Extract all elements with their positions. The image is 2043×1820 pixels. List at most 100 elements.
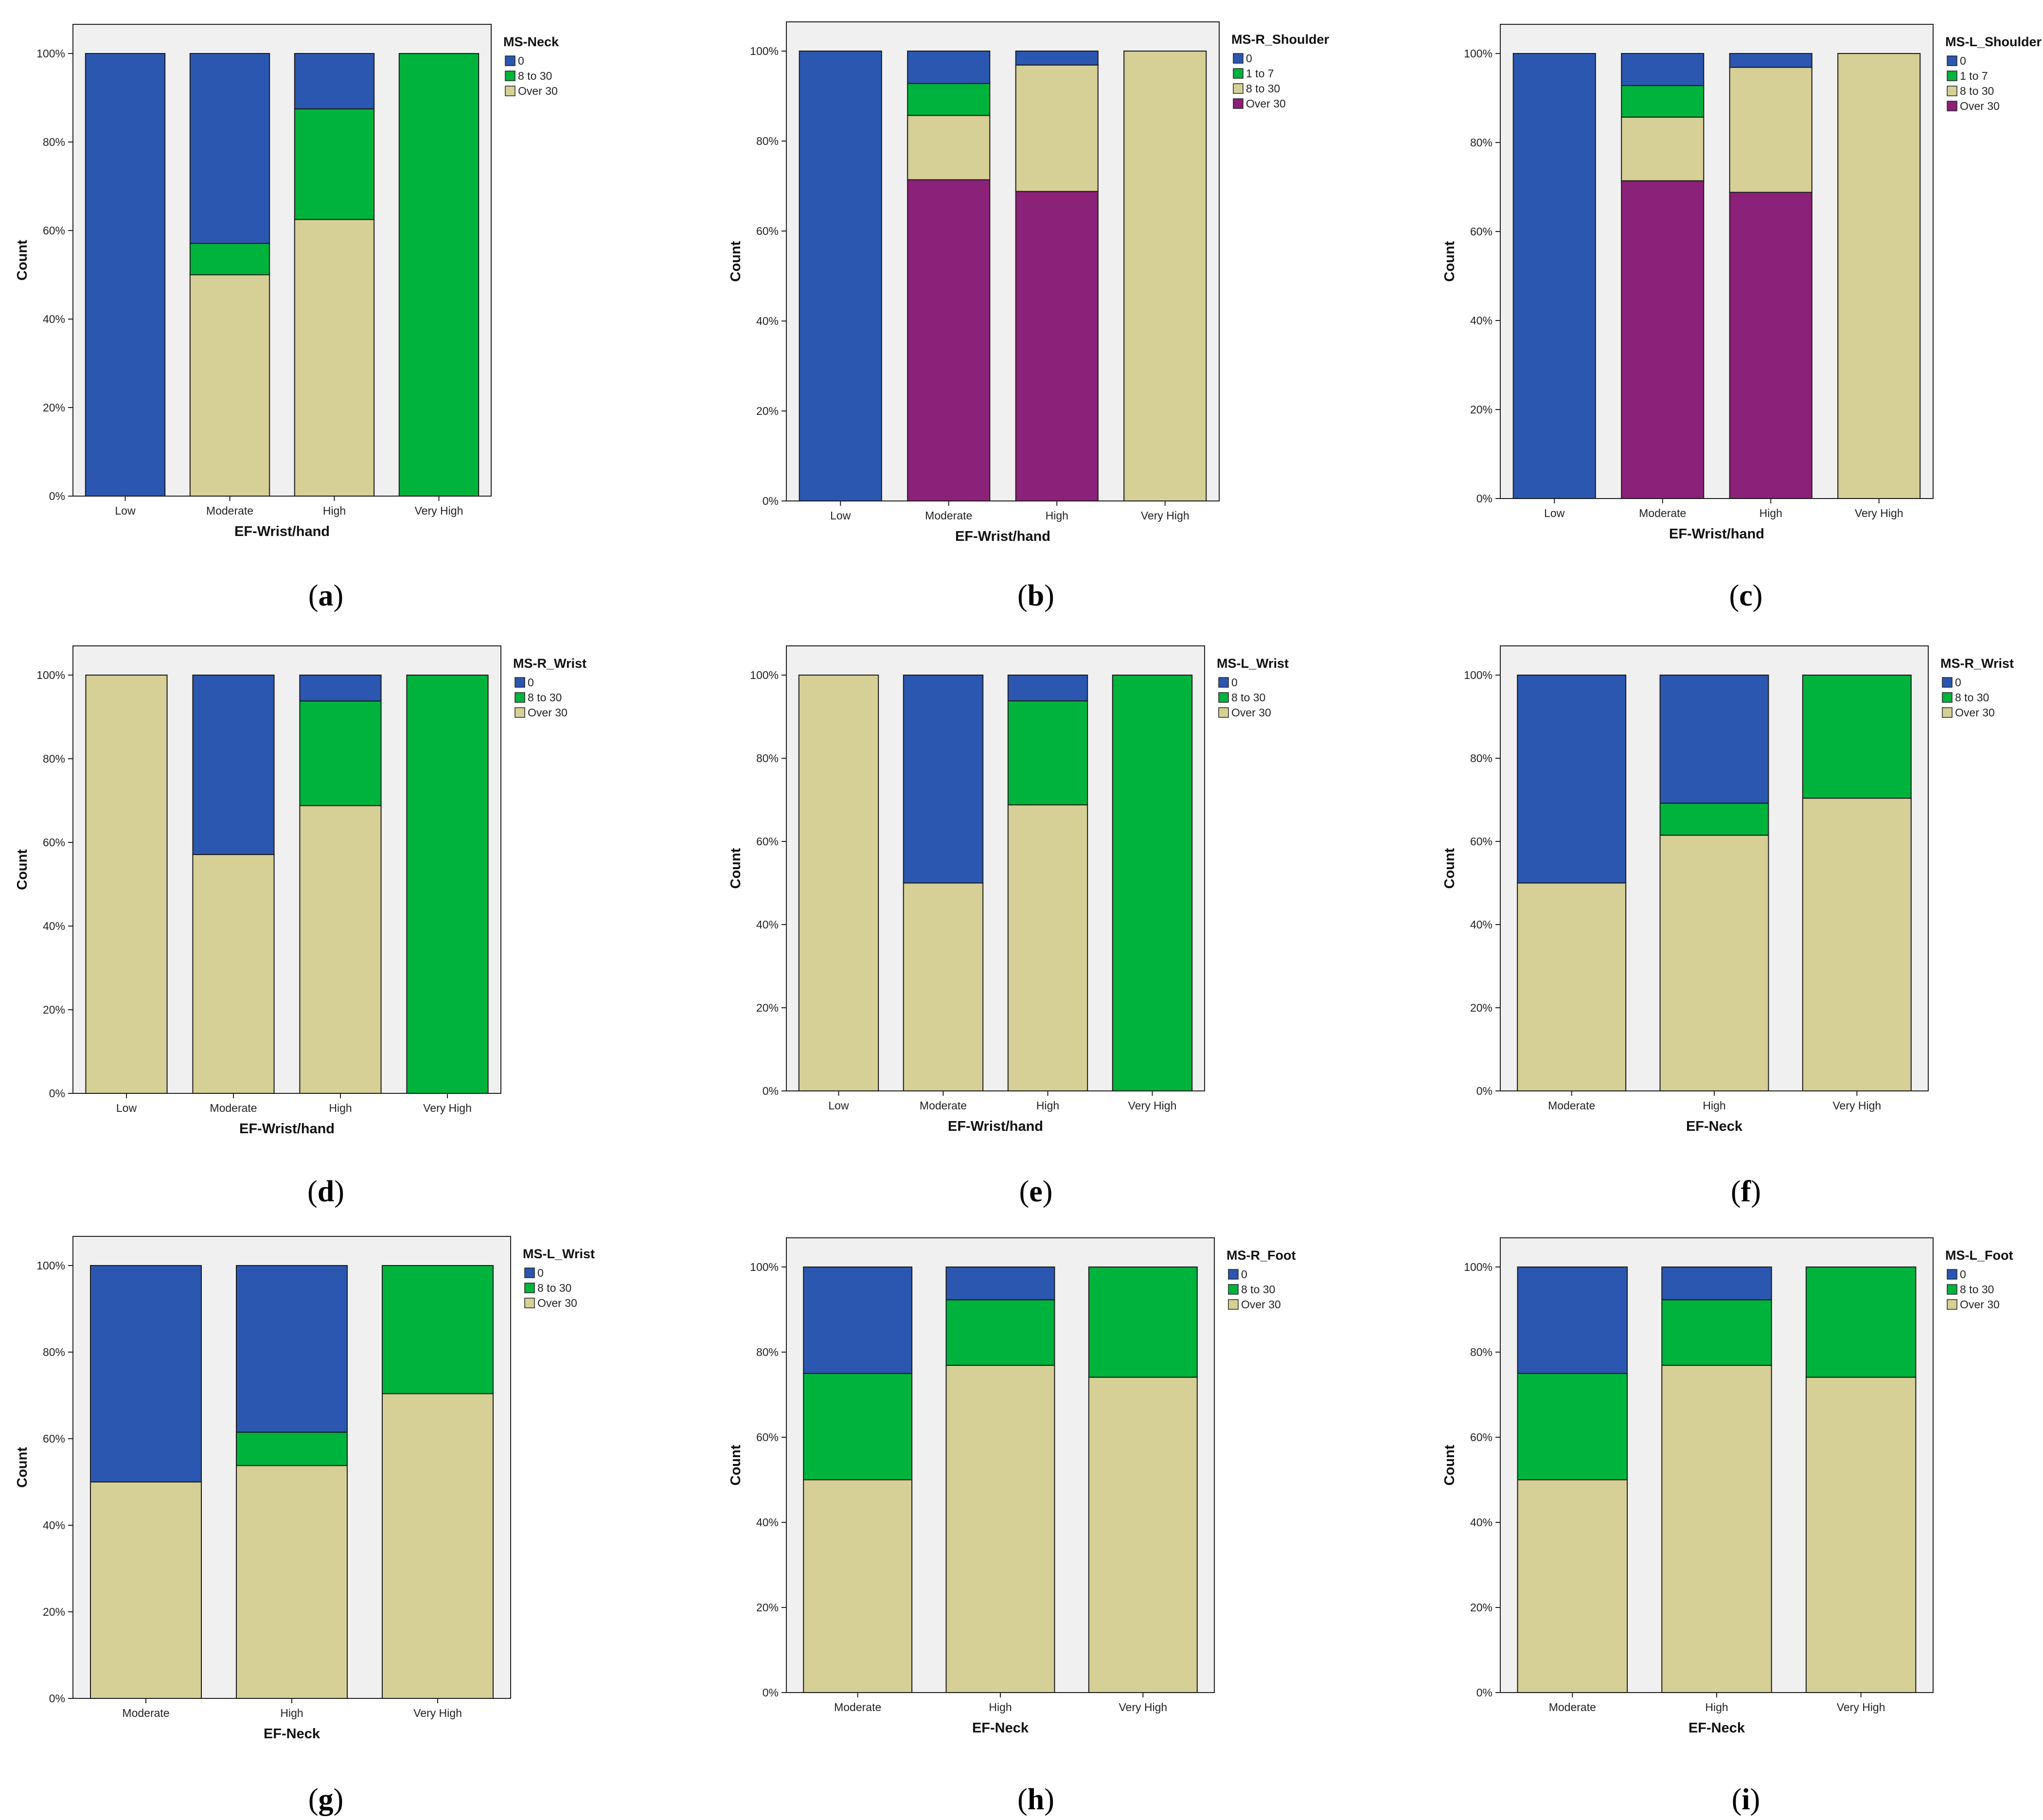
legend-swatch [1947, 1299, 1957, 1310]
x-axis-title: EF-Wrist/hand [239, 1121, 335, 1137]
bar-segment-8-to-30 [406, 675, 489, 1094]
x-tick-label: Very High [1128, 1099, 1177, 1112]
y-tick-label: 40% [43, 313, 65, 325]
y-tick-label: 0% [763, 1085, 779, 1097]
legend-swatch [1228, 1269, 1239, 1280]
bar-segment-0 [1661, 1267, 1772, 1301]
y-tick-label: 100% [36, 669, 65, 681]
y-tick-label: 0% [763, 495, 779, 507]
y-tick-label: 80% [1470, 136, 1492, 149]
y-tick-label: 60% [1470, 225, 1492, 238]
legend-swatch [1947, 86, 1957, 96]
x-tick-label: Low [828, 1099, 849, 1112]
bar-segment-8-to-30 [803, 1373, 913, 1481]
legend-label: Over 30 [1241, 1298, 1281, 1311]
bar-segment-over-30 [803, 1479, 913, 1693]
bar-segment-0 [85, 53, 166, 497]
bar-segment-0 [907, 51, 991, 84]
legend-swatch [515, 677, 525, 688]
bar-segment-over-30 [85, 675, 168, 1094]
legend-label: 1 to 7 [1960, 70, 1988, 82]
x-tick-label: Moderate [1549, 1701, 1596, 1713]
bar-segment-0 [1659, 675, 1769, 804]
x-axis-title: EF-Neck [1686, 1119, 1743, 1134]
legend-label: Over 30 [1246, 97, 1286, 110]
x-tick-label: Very High [1119, 1701, 1167, 1713]
legend-title: MS-L_Shoulder [1945, 35, 2042, 49]
y-tick-label: 60% [43, 224, 65, 237]
legend-swatch [524, 1283, 535, 1293]
legend-label: 8 to 30 [1955, 691, 1989, 704]
bar-segment-8-to-30 [1088, 1267, 1198, 1378]
legend-label: 0 [1960, 54, 1966, 67]
legend-swatch [1233, 83, 1244, 94]
y-tick-label: 0% [1476, 1686, 1492, 1699]
x-tick-label: Very High [415, 504, 463, 517]
bar-segment-0 [945, 1267, 1055, 1301]
y-axis-title: Count [728, 241, 744, 282]
y-tick-label: 40% [43, 1519, 65, 1532]
legend-label: 8 to 30 [518, 70, 552, 82]
panel-caption: (e) [1019, 1175, 1053, 1208]
bar-segment-over-30 [1802, 798, 1912, 1091]
y-tick-label: 60% [756, 835, 779, 848]
panel-label: i [1741, 1783, 1750, 1816]
bar-segment-over-30 [945, 1365, 1055, 1693]
legend-swatch [1942, 707, 1953, 718]
y-tick-label: 80% [756, 135, 779, 147]
bar-segment-over-30 [294, 219, 375, 497]
bar-segment-0 [192, 675, 275, 855]
bar-segment-over-30 [236, 1465, 348, 1699]
bar-segment-8-to-30 [945, 1299, 1055, 1366]
y-tick-label: 40% [43, 920, 65, 932]
y-tick-label: 0% [1476, 1085, 1492, 1097]
x-tick-label: Moderate [920, 1099, 967, 1112]
x-tick-label: Moderate [834, 1701, 881, 1713]
panel-label: g [319, 1783, 334, 1816]
legend-title: MS-L_Foot [1945, 1248, 2013, 1263]
y-tick-label: 60% [43, 1432, 65, 1445]
bar-segment-0 [1517, 675, 1627, 884]
x-tick-label: Low [115, 504, 136, 517]
x-tick-label: High [989, 1701, 1012, 1713]
x-tick-label: High [1705, 1701, 1728, 1713]
panel-label: d [318, 1175, 334, 1208]
legend-label: 8 to 30 [537, 1282, 571, 1294]
legend-title: MS-Neck [503, 35, 559, 49]
y-tick-label: 60% [1470, 835, 1492, 848]
bar-segment-over-30 [90, 1481, 202, 1699]
panel-label: h [1028, 1783, 1044, 1816]
x-tick-label: High [280, 1707, 303, 1719]
legend-label: 0 [537, 1267, 544, 1279]
legend-label: Over 30 [518, 85, 558, 97]
panel-caption: (c) [1729, 579, 1763, 612]
legend-label: Over 30 [537, 1297, 577, 1309]
x-axis-title: EF-Neck [1688, 1720, 1745, 1736]
chart-panel-a: 0% 20% 40% 60% 80% 100% Low Moderate High Very Hi… [15, 24, 559, 612]
legend-swatch [1233, 98, 1244, 109]
legend-title: MS-R_Wrist [1940, 656, 2014, 671]
bar-segment-over-30 [1659, 835, 1769, 1092]
y-tick-label: 40% [1470, 918, 1492, 931]
x-tick-label: Very High [1141, 509, 1190, 522]
bar-segment-0 [1517, 1267, 1628, 1374]
legend-swatch [524, 1267, 535, 1278]
y-tick-label: 40% [1470, 1516, 1492, 1529]
legend-label: 8 to 30 [1960, 85, 1994, 97]
chart-panel-h: 0% 20% 40% 60% 80% 100% Moderate High Very High E… [728, 1237, 1296, 1816]
legend-swatch [1942, 692, 1953, 703]
x-axis-title: EF-Neck [972, 1720, 1029, 1736]
chart-panel-f: 0% 20% 40% 60% 80% 100% Moderate High Very High E… [1442, 645, 2014, 1208]
bar-segment-8-to-30 [1837, 53, 1921, 499]
legend-swatch [1218, 677, 1229, 688]
legend-swatch [515, 692, 525, 703]
y-axis-title: Count [728, 1445, 744, 1485]
legend-swatch [505, 86, 515, 96]
x-tick-label: Moderate [122, 1707, 169, 1719]
y-tick-label: 60% [43, 836, 65, 849]
bar-segment-1-to-7 [1621, 85, 1705, 118]
y-tick-label: 80% [1470, 1346, 1492, 1358]
chart-panel-c: 0% 20% 40% 60% 80% 100% Low Moderate High Very Hi… [1442, 24, 2042, 612]
legend-label: 0 [1231, 676, 1238, 689]
bar-segment-0 [1512, 53, 1596, 499]
